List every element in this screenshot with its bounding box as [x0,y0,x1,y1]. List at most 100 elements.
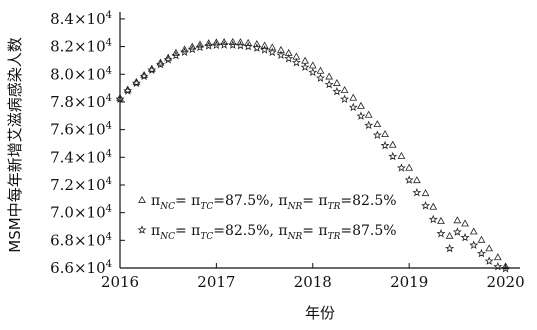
y-tick-label: 7.6×104 [50,121,112,139]
legend-marker-star [137,225,147,234]
data-point-triangle [397,151,406,159]
data-point-star [332,86,342,96]
data-point-star [163,54,173,64]
data-point-triangle [388,140,397,148]
data-point-star [460,232,470,242]
data-point-triangle [180,45,189,53]
data-point-star [276,50,286,60]
data-point-triangle [477,235,486,243]
data-point-star [428,214,438,224]
data-point-star [123,86,133,95]
data-point-star [228,40,238,49]
data-point-star [445,243,455,253]
x-axis-label: 年份 [305,304,335,322]
data-point-star [469,240,479,250]
data-point-star [388,151,398,161]
data-point-star [348,102,358,112]
y-tick-label: 7.2×104 [50,176,112,194]
data-point-triangle [204,39,213,47]
data-point-star [476,248,486,258]
data-point-triangle [445,231,454,239]
data-point-triangle [301,56,309,64]
data-point-triangle [501,262,510,270]
data-point-triangle [405,163,414,171]
data-point-star [195,42,205,52]
data-point-triangle [469,227,478,235]
data-point-star [267,47,277,57]
data-point-triangle [316,66,325,74]
data-point-triangle [138,195,146,203]
data-point-star [155,59,165,69]
data-point-triangle [381,130,389,138]
x-tick-label: 2017 [197,273,235,291]
data-point-star [436,228,446,238]
data-point-star [291,57,301,67]
data-point-star [501,263,511,273]
data-point-star [404,175,414,184]
data-point-star [300,62,310,72]
legend-label: πNC= πTC=82.5%, πNR= πTR=87.5% [151,223,397,242]
data-point-triangle [164,53,173,61]
data-point-triangle [340,86,349,94]
data-point-star [211,40,221,50]
data-point-triangle [156,58,165,66]
x-ticks: 2016 2017 2018 2019 2020 [101,263,525,291]
x-tick-label: 2019 [390,273,428,291]
y-tick-label: 7.4×104 [50,148,112,166]
data-point-triangle [332,78,341,86]
data-point-star [139,71,149,81]
data-point-triangle [429,202,438,210]
data-point-triangle [373,120,382,128]
data-point-star [243,41,253,51]
data-point-star [308,67,318,77]
data-point-star [171,50,181,60]
data-point-triangle [325,72,334,80]
data-point-star [131,78,141,88]
y-tick-label: 7.8×104 [50,93,112,111]
data-point-star [219,40,229,49]
data-point-star [412,187,422,197]
data-point-triangle [236,38,245,46]
data-point-star [484,256,494,265]
data-point-star [260,45,270,54]
data-point-triangle [220,38,228,45]
data-point-star [356,111,366,120]
data-point-triangle [412,176,421,184]
data-point-triangle [357,101,365,109]
legend-marker-triangle [138,195,146,203]
data-point-triangle [308,61,317,69]
x-tick-label: 2020 [486,273,524,291]
data-point-triangle [244,38,253,46]
data-point-star [180,47,190,56]
data-point-star [147,65,157,74]
data-point-star [115,94,125,104]
y-tick-label: 8.0×104 [50,65,112,83]
x-tick-label: 2016 [101,273,139,291]
data-point-star [421,200,431,210]
data-point-triangle [212,38,221,46]
data-point-star [315,73,325,82]
legend: πNC= πTC=87.5%, πNR= πTR=82.5% πNC= πTC=8… [137,193,397,242]
y-tick-label: 7.0×104 [50,204,112,222]
data-point-triangle [252,39,261,47]
series-layer [115,37,511,273]
data-point-star [187,44,197,54]
data-point-star [324,79,334,89]
axes [119,12,520,269]
data-point-triangle [268,43,277,51]
data-point-triangle [437,216,445,224]
x-tick-label: 2018 [294,273,332,291]
y-tick-label: 6.8×104 [50,231,112,249]
series-star [115,40,511,273]
data-point-star [396,163,406,172]
data-point-star [380,140,390,150]
data-point-triangle [196,40,204,48]
legend-label: πNC= πTC=87.5%, πNR= πTR=82.5% [151,193,397,212]
data-point-triangle [260,41,269,49]
data-point-triangle [493,253,502,261]
y-tick-label: 6.6×104 [50,259,112,277]
data-point-triangle [188,42,197,50]
data-point-star [204,41,214,50]
y-tick-label: 8.4×104 [50,10,112,28]
